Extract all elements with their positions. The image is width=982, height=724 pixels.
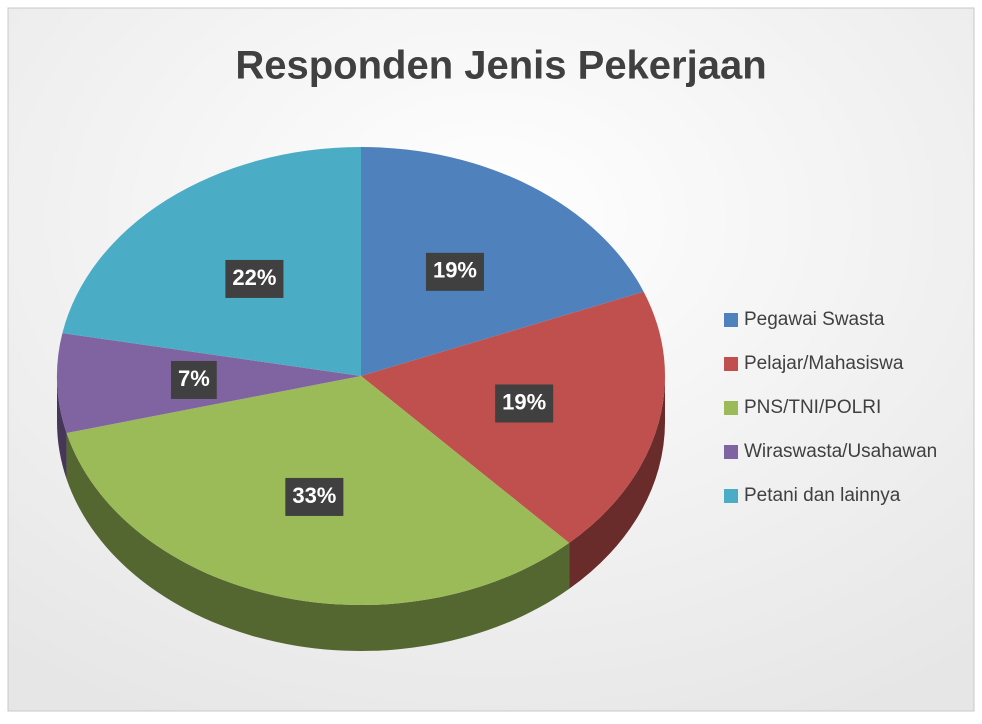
data-label-text: 33%: [292, 483, 336, 508]
data-label-text: 19%: [433, 258, 477, 283]
legend-label: Pegawai Swasta: [744, 309, 885, 330]
legend-label: Wiraswasta/Usahawan: [744, 441, 937, 462]
data-label-text: 22%: [232, 265, 276, 290]
slice: [361, 147, 644, 376]
legend-swatch: [724, 401, 738, 415]
legend-swatch: [724, 313, 738, 327]
chart-title: Responden Jenis Pekerjaan: [235, 44, 766, 88]
legend-swatch: [724, 489, 738, 503]
data-label: 19%: [495, 384, 554, 423]
legend-label: Pelajar/Mahasiswa: [744, 353, 904, 374]
data-label: 19%: [425, 252, 485, 291]
slice-side: [569, 376, 665, 589]
legend-label: Petani dan lainnya: [744, 485, 901, 506]
data-label-text: 19%: [502, 389, 546, 414]
data-label-box: [425, 252, 485, 291]
data-label-box: [170, 360, 217, 399]
legend-label: PNS/TNI/POLRI: [744, 397, 881, 418]
legend-swatch: [724, 357, 738, 371]
data-label-box: [495, 384, 554, 423]
slice-side: [66, 432, 570, 651]
data-label: 22%: [225, 259, 284, 298]
data-label-box: [285, 477, 344, 516]
data-label: 33%: [285, 477, 344, 516]
data-label-box: [225, 259, 284, 298]
data-label-text: 7%: [178, 366, 210, 391]
data-label: 7%: [170, 360, 217, 399]
slice: [62, 147, 361, 376]
legend-swatch: [724, 445, 738, 459]
slice-side: [57, 376, 67, 479]
